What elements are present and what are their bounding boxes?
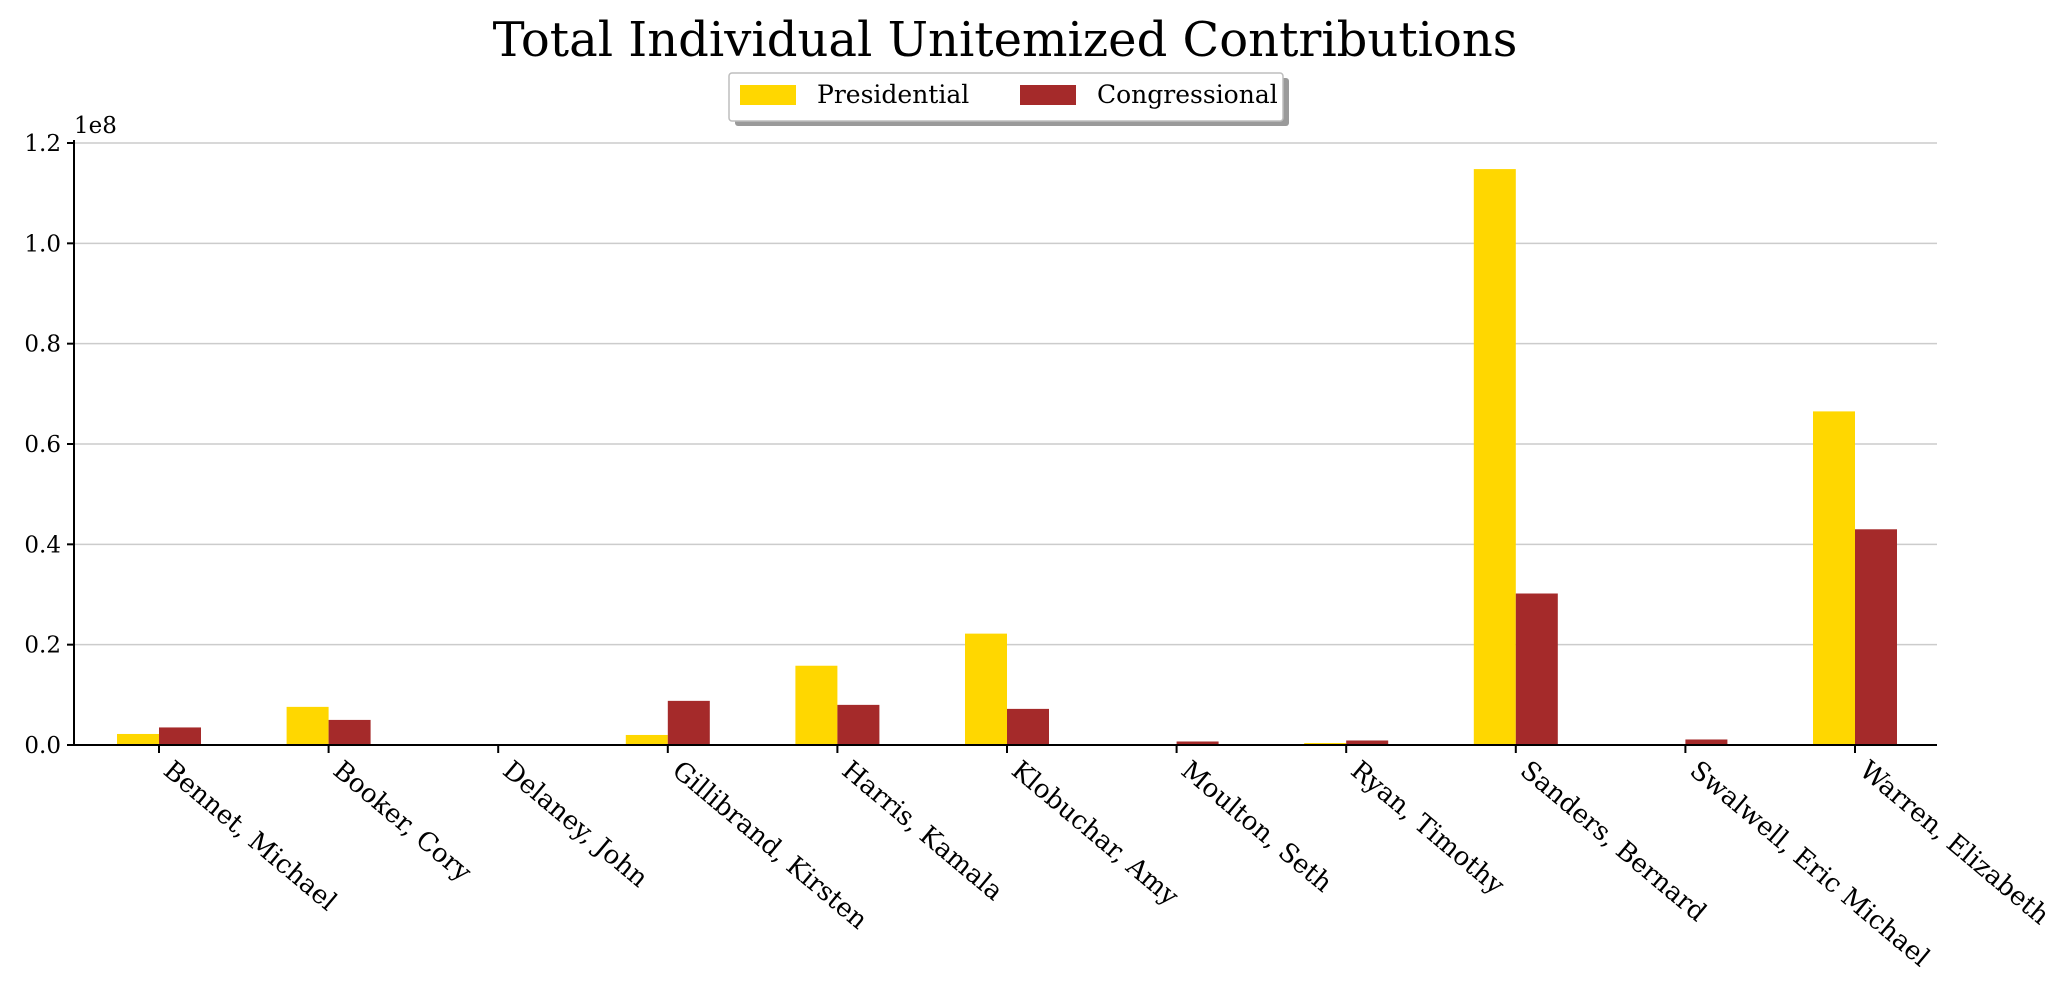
y-tick-label: 0.0 bbox=[24, 733, 61, 759]
bar-congressional-8 bbox=[1515, 593, 1558, 745]
y-tick-label: 0.6 bbox=[24, 432, 61, 458]
y-tick-label: 0.2 bbox=[24, 633, 61, 659]
x-tick-label: Bennet, Michael bbox=[158, 755, 343, 917]
bar-congressional-9 bbox=[1685, 739, 1728, 745]
x-tick-label: Sanders, Bernard bbox=[1514, 755, 1711, 928]
x-tick-label: Delaney, John bbox=[497, 755, 654, 894]
y-tick-label: 1.2 bbox=[24, 131, 61, 157]
bar-congressional-4 bbox=[837, 704, 880, 745]
bar-congressional-5 bbox=[1007, 708, 1049, 745]
bar-congressional-10 bbox=[1855, 529, 1897, 745]
x-tick-label: Ryan, Timothy bbox=[1345, 755, 1510, 901]
bar-presidential-8 bbox=[1473, 169, 1516, 745]
legend-box bbox=[728, 72, 1284, 122]
legend-label-congressional: Congressional bbox=[1097, 80, 1278, 109]
bar-presidential-5 bbox=[965, 633, 1007, 745]
bar-presidential-1 bbox=[286, 706, 329, 745]
x-tick-label: Booker, Cory bbox=[327, 755, 477, 888]
grid-lines bbox=[74, 142, 1937, 646]
legend-swatch-presidential bbox=[740, 85, 796, 105]
x-tick-label: Klobuchar, Amy bbox=[1006, 755, 1185, 912]
y-offset-label: 1e8 bbox=[74, 113, 117, 139]
y-tick-label: 0.8 bbox=[24, 332, 61, 358]
bar-congressional-1 bbox=[328, 719, 371, 745]
bar-congressional-3 bbox=[667, 700, 710, 745]
y-axis-ticks: 0.0 0.2 0.4 0.6 0.8 1.0 1.2 bbox=[24, 131, 74, 759]
x-tick-label: Moulton, Seth bbox=[1175, 755, 1338, 898]
legend-label-presidential: Presidential bbox=[817, 80, 969, 109]
y-tick-label: 0.4 bbox=[24, 532, 61, 558]
bar-congressional-7 bbox=[1346, 740, 1389, 745]
legend-swatch-congressional bbox=[1020, 85, 1076, 105]
bars bbox=[117, 169, 1897, 745]
legend: Presidential Congressional bbox=[728, 72, 1289, 126]
bar-presidential-7 bbox=[1304, 742, 1347, 745]
bar-congressional-6 bbox=[1176, 741, 1219, 745]
bar-presidential-0 bbox=[117, 733, 159, 745]
bar-presidential-10 bbox=[1813, 411, 1855, 745]
chart-title: Total Individual Unitemized Contribution… bbox=[493, 12, 1518, 68]
bar-congressional-0 bbox=[159, 727, 201, 745]
bar-presidential-3 bbox=[625, 734, 668, 745]
x-tick-label: Warren, Elizabeth bbox=[1854, 755, 2055, 931]
x-tick-label: Harris, Kamala bbox=[836, 755, 1009, 907]
y-tick-label: 1.0 bbox=[24, 231, 61, 257]
bar-presidential-4 bbox=[795, 665, 838, 745]
